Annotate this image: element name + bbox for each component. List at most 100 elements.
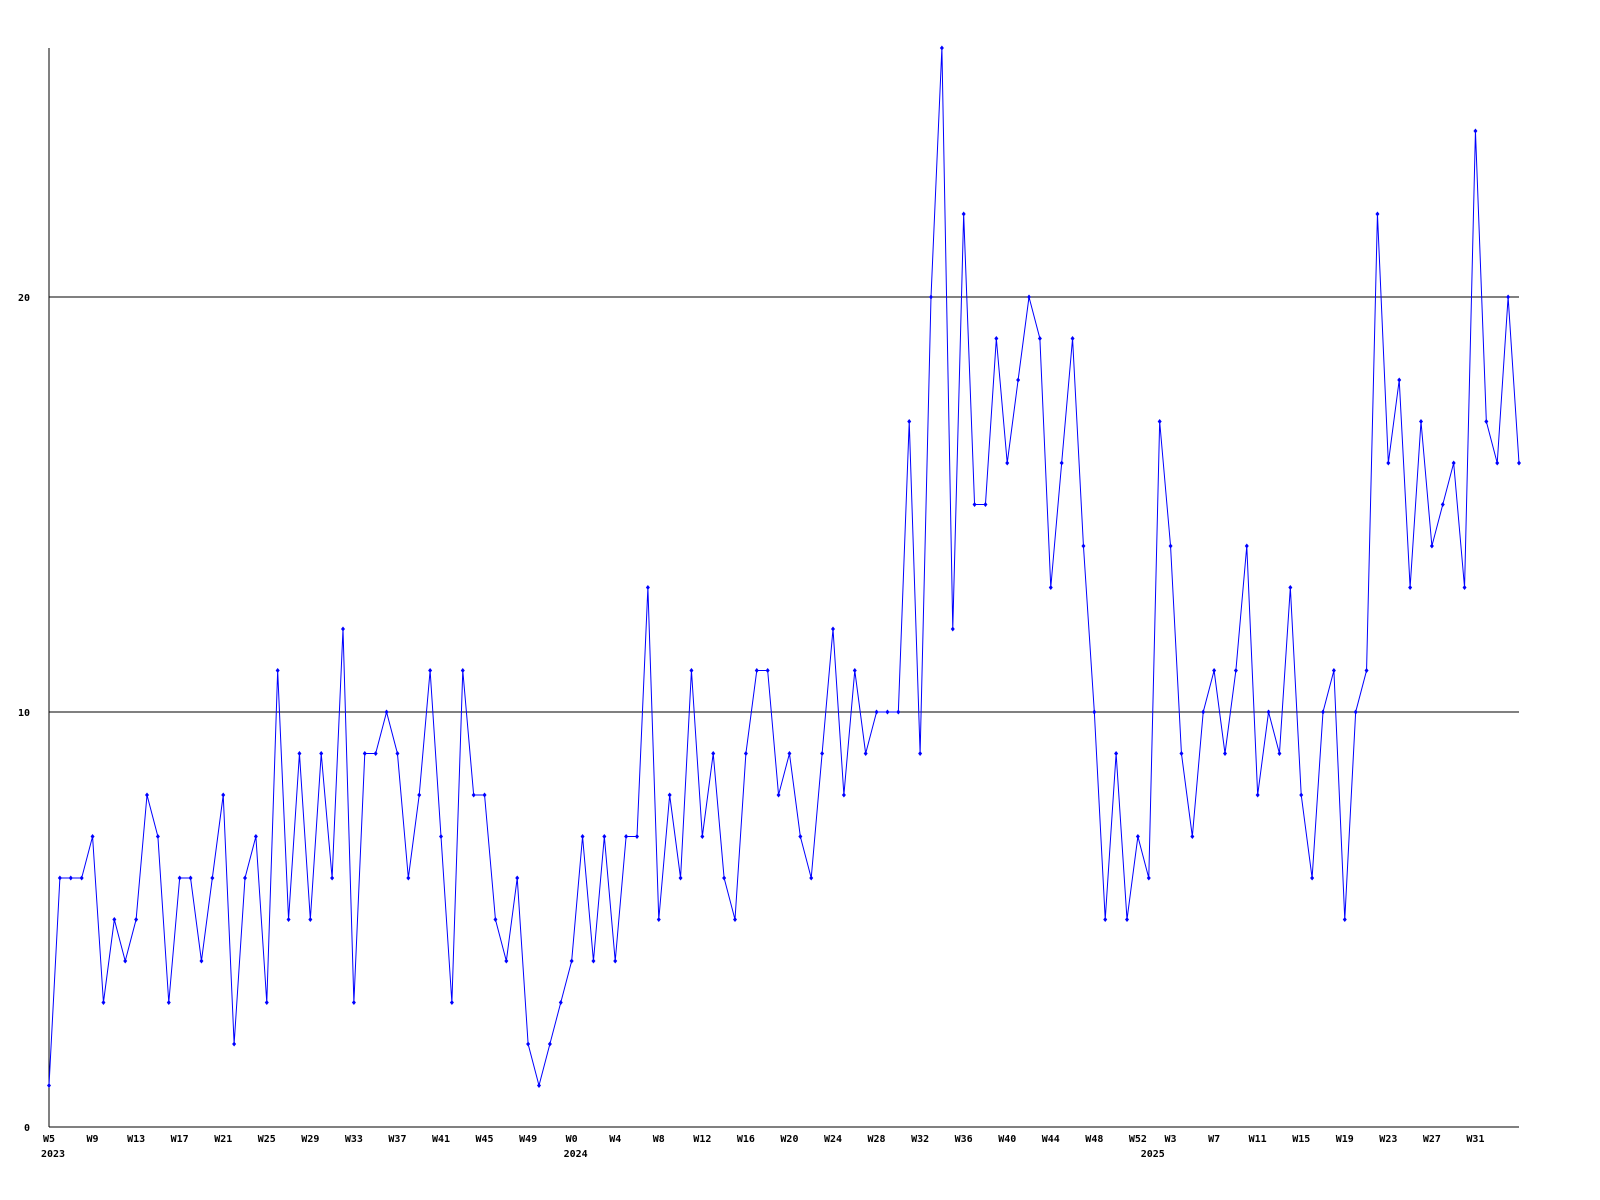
point-marker xyxy=(515,875,520,881)
x-tick-label: W40 xyxy=(998,1134,1016,1145)
point-marker xyxy=(264,1000,269,1005)
x-tick-label: W32 xyxy=(911,1134,929,1145)
x-tick-label: W0 xyxy=(566,1134,578,1145)
point-marker xyxy=(754,668,759,673)
point-marker xyxy=(439,834,443,839)
point-marker xyxy=(253,834,258,839)
point-marker xyxy=(1517,460,1521,466)
x-tick-label: W24 xyxy=(824,1134,842,1145)
point-marker xyxy=(1462,585,1467,590)
point-marker xyxy=(863,751,868,756)
point-marker xyxy=(809,875,814,881)
point-marker xyxy=(243,875,247,881)
point-marker xyxy=(820,751,825,756)
point-marker xyxy=(199,958,204,964)
x-tick-label: W23 xyxy=(1379,1134,1397,1145)
point-marker xyxy=(1190,834,1195,839)
point-marker xyxy=(297,751,302,756)
point-marker xyxy=(733,917,737,922)
point-marker xyxy=(1244,543,1249,549)
x-tick-label: W36 xyxy=(955,1134,973,1145)
x-tick-label: W21 xyxy=(214,1134,232,1145)
point-marker xyxy=(874,709,879,715)
x-tick-label: W17 xyxy=(171,1134,189,1145)
point-marker xyxy=(1059,460,1064,466)
point-marker xyxy=(918,751,923,756)
point-marker xyxy=(711,751,716,756)
x-tick-label: W4 xyxy=(609,1134,621,1145)
point-marker xyxy=(90,834,95,839)
x-group-label: 2024 xyxy=(564,1149,588,1160)
point-marker xyxy=(1331,668,1336,673)
point-marker xyxy=(558,1000,563,1005)
x-tick-label: W49 xyxy=(519,1134,537,1145)
point-marker xyxy=(68,875,73,881)
point-marker xyxy=(798,834,803,839)
point-marker xyxy=(537,1083,541,1088)
point-marker xyxy=(166,1000,171,1005)
x-tick-label: W11 xyxy=(1249,1134,1267,1145)
point-marker xyxy=(1342,917,1347,922)
point-marker xyxy=(722,875,727,881)
x-group-label: 2025 xyxy=(1141,1149,1165,1160)
point-marker xyxy=(1201,709,1206,715)
x-tick-label: W27 xyxy=(1423,1134,1441,1145)
x-tick-label: W13 xyxy=(127,1134,145,1145)
point-marker xyxy=(591,958,596,964)
point-marker xyxy=(79,875,84,881)
point-marker xyxy=(1114,751,1119,756)
point-marker xyxy=(1103,917,1108,922)
point-marker xyxy=(417,792,422,798)
point-marker xyxy=(177,875,182,881)
x-tick-label: W5 xyxy=(43,1134,55,1145)
x-tick-label: W37 xyxy=(388,1134,406,1145)
point-marker xyxy=(1386,460,1391,466)
x-tick-label: W44 xyxy=(1042,1134,1060,1145)
point-marker xyxy=(689,668,694,673)
point-marker xyxy=(330,875,335,881)
point-marker xyxy=(47,1083,51,1088)
point-marker xyxy=(700,834,705,839)
point-marker xyxy=(373,751,378,756)
x-tick-label: W48 xyxy=(1085,1134,1103,1145)
point-marker xyxy=(1397,377,1402,383)
x-tick-label: W45 xyxy=(476,1134,494,1145)
series-line xyxy=(48,47,1520,1088)
point-marker xyxy=(308,917,313,922)
point-marker xyxy=(1223,751,1227,756)
point-marker xyxy=(613,958,618,964)
x-tick-label: W8 xyxy=(653,1134,665,1145)
point-marker xyxy=(939,45,944,51)
point-marker xyxy=(678,875,683,881)
point-marker xyxy=(569,958,574,964)
point-marker xyxy=(188,875,193,881)
point-marker xyxy=(776,792,781,798)
point-marker xyxy=(1506,294,1511,300)
point-marker xyxy=(1310,875,1315,881)
point-marker xyxy=(743,751,748,756)
point-marker xyxy=(1037,336,1042,341)
point-marker xyxy=(1157,419,1162,424)
point-marker xyxy=(907,419,912,424)
y-tick-label: 10 xyxy=(18,708,30,719)
y-tick-label: 0 xyxy=(24,1123,30,1134)
point-marker xyxy=(362,751,367,756)
point-marker xyxy=(155,834,160,839)
point-marker xyxy=(1070,336,1075,341)
point-marker xyxy=(341,626,345,632)
point-marker xyxy=(1440,502,1445,507)
point-marker xyxy=(1146,875,1151,881)
point-marker xyxy=(1364,668,1369,673)
x-tick-label: W16 xyxy=(737,1134,755,1145)
point-marker xyxy=(1092,709,1097,715)
point-marker xyxy=(406,875,411,881)
point-marker xyxy=(1484,419,1489,424)
point-marker xyxy=(221,792,226,798)
point-marker xyxy=(645,585,650,590)
x-tick-label: W7 xyxy=(1208,1134,1220,1145)
point-marker xyxy=(1299,792,1304,798)
point-marker xyxy=(482,792,487,798)
point-marker xyxy=(395,751,400,756)
